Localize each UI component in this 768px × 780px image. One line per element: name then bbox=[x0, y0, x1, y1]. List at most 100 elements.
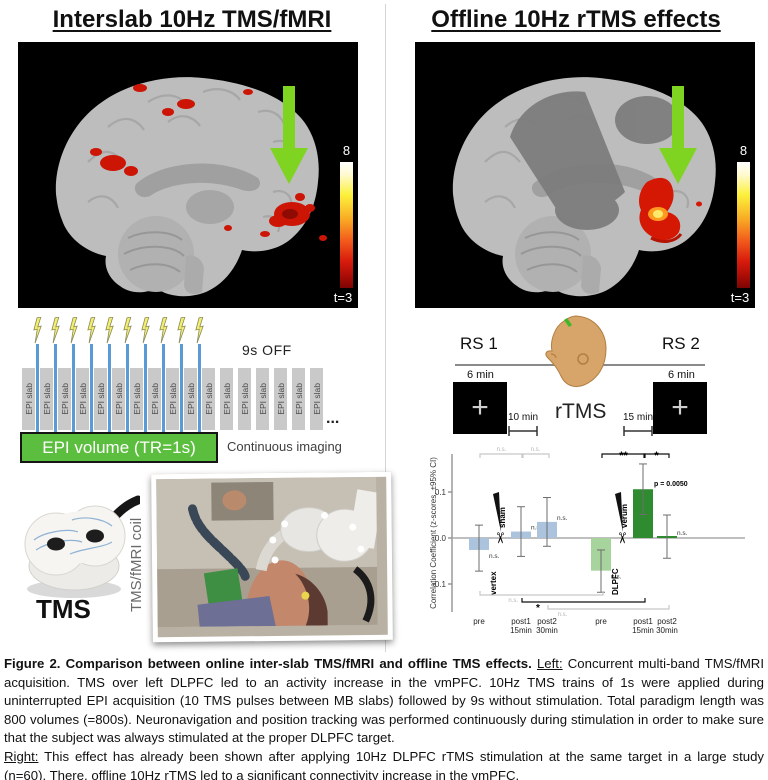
caption-paragraph: Right: This effect has already been show… bbox=[4, 748, 764, 780]
caption-paragraph: Figure 2. Comparison between online inte… bbox=[4, 655, 764, 748]
ns-label: n.s. bbox=[557, 515, 568, 522]
x-tick-label: post1 bbox=[511, 617, 531, 626]
epi-slab: EPI slab bbox=[130, 368, 143, 430]
x-tick-sublabel: 15min bbox=[510, 626, 532, 635]
epi-slab-label: EPI slab bbox=[275, 383, 286, 415]
fixation-cross: + bbox=[671, 391, 689, 424]
rs1-duration: 6 min bbox=[467, 369, 494, 381]
lightning-bolt-icon bbox=[51, 317, 60, 344]
x-tick-label: post2 bbox=[537, 617, 557, 626]
ns-label: n.s. bbox=[611, 574, 622, 581]
head-3d-render bbox=[545, 315, 607, 388]
epi-slab-label: EPI slab bbox=[221, 383, 232, 415]
left-brain-panel: 8 t=3 bbox=[18, 42, 358, 308]
epi-slab: EPI slab bbox=[40, 368, 53, 430]
tms-pulse bbox=[159, 317, 168, 432]
epi-slab: EPI slab bbox=[94, 368, 107, 430]
ns-bracket-label: n.s. bbox=[497, 447, 507, 453]
tms-pulse bbox=[51, 317, 60, 432]
pulse-line bbox=[90, 344, 93, 432]
lightning-bolt-icon bbox=[33, 317, 42, 344]
sig-bracket-top bbox=[479, 453, 524, 458]
rs1-label: RS 1 bbox=[460, 334, 498, 353]
epi-slab-label: EPI slab bbox=[131, 383, 142, 415]
x-tick-label: post1 bbox=[633, 617, 653, 626]
tms-pulse bbox=[33, 317, 42, 432]
ns-bracket-label: n.s. bbox=[508, 598, 518, 604]
epi-slab: EPI slab bbox=[22, 368, 35, 430]
sig-bracket-bottom bbox=[521, 598, 646, 603]
epi-slab-label: EPI slab bbox=[167, 383, 178, 415]
epi-slab: EPI slab bbox=[148, 368, 161, 430]
pulse-line bbox=[126, 344, 129, 432]
sig-bracket-top bbox=[521, 453, 550, 458]
caption-text: Right: bbox=[4, 748, 39, 764]
tms-device-label: TMS bbox=[36, 594, 91, 624]
x-tick-sublabel: 15min bbox=[632, 626, 654, 635]
epi-slab: EPI slab bbox=[274, 368, 287, 430]
ns-bracket-label: n.s. bbox=[531, 447, 541, 453]
pulse-line bbox=[144, 344, 147, 432]
ns-bracket-label: n.s. bbox=[558, 612, 568, 618]
figure-caption: Figure 2. Comparison between online inte… bbox=[4, 655, 764, 780]
sig-stars: * bbox=[654, 450, 659, 462]
lightning-bolt-icon bbox=[87, 317, 96, 344]
sig-bracket-top bbox=[601, 453, 646, 458]
right-panel-title: Offline 10Hz rTMS effects bbox=[431, 6, 721, 33]
epi-slab: EPI slab bbox=[238, 368, 251, 430]
epi-slab-label: EPI slab bbox=[185, 383, 196, 415]
vmpfc-arrow-icon bbox=[270, 86, 308, 184]
epi-slab: EPI slab bbox=[58, 368, 71, 430]
epi-slab-label: EPI slab bbox=[95, 383, 106, 415]
epi-slab: EPI slab bbox=[220, 368, 233, 430]
lightning-bolt-icon bbox=[123, 317, 132, 344]
lightning-bolt-icon bbox=[69, 317, 78, 344]
lightning-bolt-icon bbox=[159, 317, 168, 344]
site-label: vertex bbox=[489, 571, 498, 595]
t-colorbar bbox=[340, 162, 353, 288]
site-label: DLPFC bbox=[611, 568, 620, 595]
network-overlay-patches bbox=[510, 91, 679, 230]
pulse-line bbox=[198, 344, 201, 432]
lightning-bolt-icon bbox=[177, 317, 186, 344]
pulse-line bbox=[54, 344, 57, 432]
tms-pulse bbox=[123, 317, 132, 432]
scissors-icon: ✂ bbox=[491, 532, 508, 545]
scissors-icon: ✂ bbox=[613, 532, 630, 545]
colorbar-max-label: 8 bbox=[739, 143, 748, 158]
brain-sagittal-image-tmsfmri bbox=[55, 77, 327, 297]
right-brain-panel: 8 t=3 bbox=[415, 42, 755, 308]
tms-coil-device-image bbox=[24, 495, 140, 598]
fixation-screen-2: + bbox=[653, 382, 707, 434]
coil-photo-label: TMS/fMRI coil bbox=[128, 517, 145, 612]
pulse-line bbox=[72, 344, 75, 432]
x-tick-label: post2 bbox=[657, 617, 677, 626]
y-tick-label: -0.1 bbox=[432, 580, 446, 589]
tracking-marker-dots bbox=[269, 511, 365, 564]
caption-text: Concurrent multi-band TMS/fMRI acquisiti… bbox=[4, 656, 764, 746]
interval-marker bbox=[508, 426, 538, 436]
epi-slab-label: EPI slab bbox=[59, 383, 70, 415]
epi-slab-label: EPI slab bbox=[41, 383, 52, 415]
epi-slab: EPI slab bbox=[202, 368, 215, 430]
cut-wedge bbox=[493, 492, 501, 532]
lightning-bolt-icon bbox=[195, 317, 204, 344]
brain-sagittal-image-rtms bbox=[452, 77, 716, 297]
condition-label: verum bbox=[620, 504, 629, 528]
activation-clusters bbox=[90, 84, 327, 241]
vmpfc-arrow-icon bbox=[659, 86, 697, 184]
ns-label: n.s. bbox=[531, 525, 542, 532]
tms-pulse bbox=[195, 317, 204, 432]
sig-bracket-top bbox=[643, 453, 670, 458]
epi-slab: EPI slab bbox=[310, 368, 323, 430]
tms-pulse bbox=[87, 317, 96, 432]
epi-slab: EPI slab bbox=[112, 368, 125, 430]
x-tick-sublabel: 30min bbox=[536, 626, 558, 635]
p-value-label: p = 0.0050 bbox=[654, 481, 688, 488]
epi-slab: EPI slab bbox=[256, 368, 269, 430]
caption-text: Left: bbox=[536, 656, 563, 671]
epi-slab: EPI slab bbox=[166, 368, 179, 430]
colorbar-max-label: 8 bbox=[342, 143, 351, 158]
